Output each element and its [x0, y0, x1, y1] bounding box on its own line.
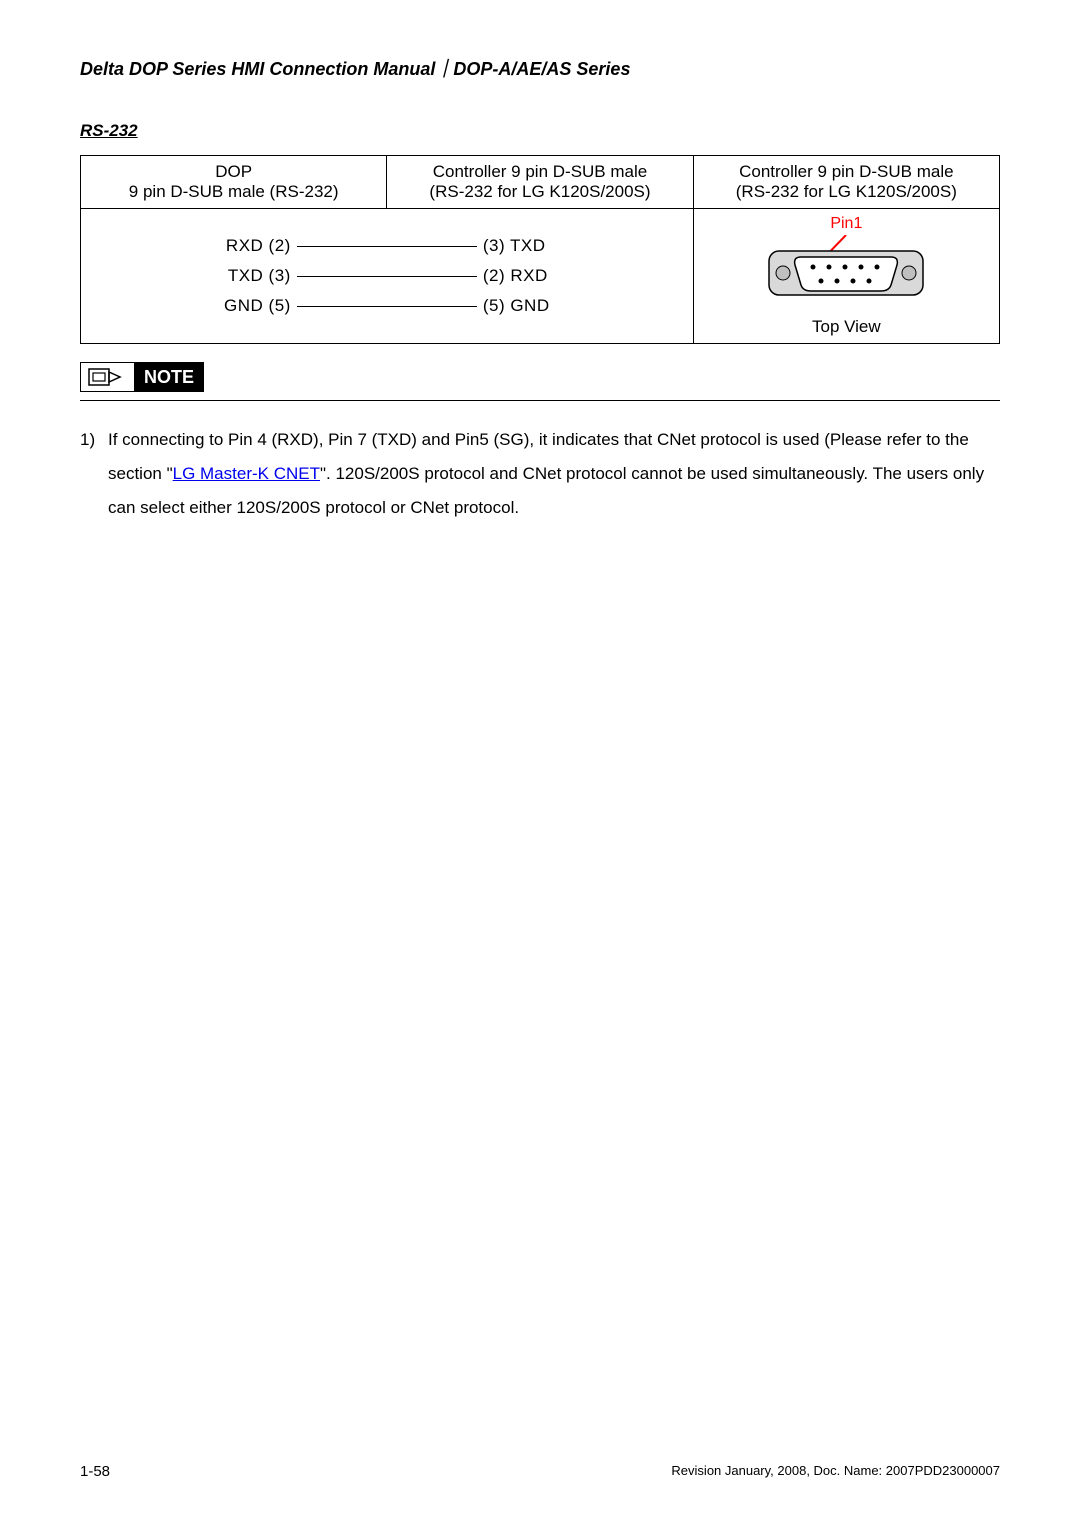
header-text: (RS-232 for LG K120S/200S) — [397, 182, 682, 202]
note-list: 1)If connecting to Pin 4 (RXD), Pin 7 (T… — [80, 423, 1000, 525]
footer-page-number: 1-58 — [80, 1463, 110, 1480]
header-text: DOP — [91, 162, 376, 182]
connector-cell: Pin1 — [693, 209, 999, 344]
header-text: Controller 9 pin D-SUB male — [397, 162, 682, 182]
wire-right-label: (3) TXD — [477, 236, 597, 256]
dsub-connector-icon — [761, 235, 931, 305]
table-header-row: DOP 9 pin D-SUB male (RS-232) Controller… — [81, 156, 1000, 209]
wire-line — [297, 246, 477, 247]
note-badge: NOTE — [80, 362, 1000, 392]
table-body-row: RXD (2) (3) TXD TXD (3) (2) RXD GND (5) … — [81, 209, 1000, 344]
wire-right-label: (2) RXD — [477, 266, 597, 286]
connection-table: DOP 9 pin D-SUB male (RS-232) Controller… — [80, 155, 1000, 344]
wiring-cell: RXD (2) (3) TXD TXD (3) (2) RXD GND (5) … — [81, 209, 694, 344]
wire-left-label: TXD (3) — [177, 266, 297, 286]
note-link[interactable]: LG Master-K CNET — [173, 464, 320, 483]
note-divider — [80, 400, 1000, 401]
wire-line — [297, 306, 477, 307]
note-badge-text: NOTE — [134, 362, 204, 392]
pin1-label: Pin1 — [704, 215, 989, 233]
note-item-number: 1) — [80, 423, 108, 457]
page-footer: 1-58 Revision January, 2008, Doc. Name: … — [80, 1463, 1000, 1480]
page-header: Delta DOP Series HMI Connection Manual｜D… — [80, 55, 1000, 81]
wire-line — [297, 276, 477, 277]
wiring-row: GND (5) (5) GND — [91, 296, 683, 316]
table-header-col3: Controller 9 pin D-SUB male (RS-232 for … — [693, 156, 999, 209]
wiring-row: TXD (3) (2) RXD — [91, 266, 683, 286]
note-item: 1)If connecting to Pin 4 (RXD), Pin 7 (T… — [108, 423, 1000, 525]
topview-label: Top View — [704, 317, 989, 337]
wire-left-label: GND (5) — [177, 296, 297, 316]
wire-left-label: RXD (2) — [177, 236, 297, 256]
wire-right-label: (5) GND — [477, 296, 597, 316]
footer-revision: Revision January, 2008, Doc. Name: 2007P… — [671, 1463, 1000, 1480]
header-text: Controller 9 pin D-SUB male — [704, 162, 989, 182]
header-text: 9 pin D-SUB male (RS-232) — [91, 182, 376, 202]
table-header-col1: DOP 9 pin D-SUB male (RS-232) — [81, 156, 387, 209]
note-icon — [80, 362, 134, 392]
table-header-col2: Controller 9 pin D-SUB male (RS-232 for … — [387, 156, 693, 209]
wiring-row: RXD (2) (3) TXD — [91, 236, 683, 256]
section-title: RS-232 — [80, 121, 1000, 141]
header-text: (RS-232 for LG K120S/200S) — [704, 182, 989, 202]
